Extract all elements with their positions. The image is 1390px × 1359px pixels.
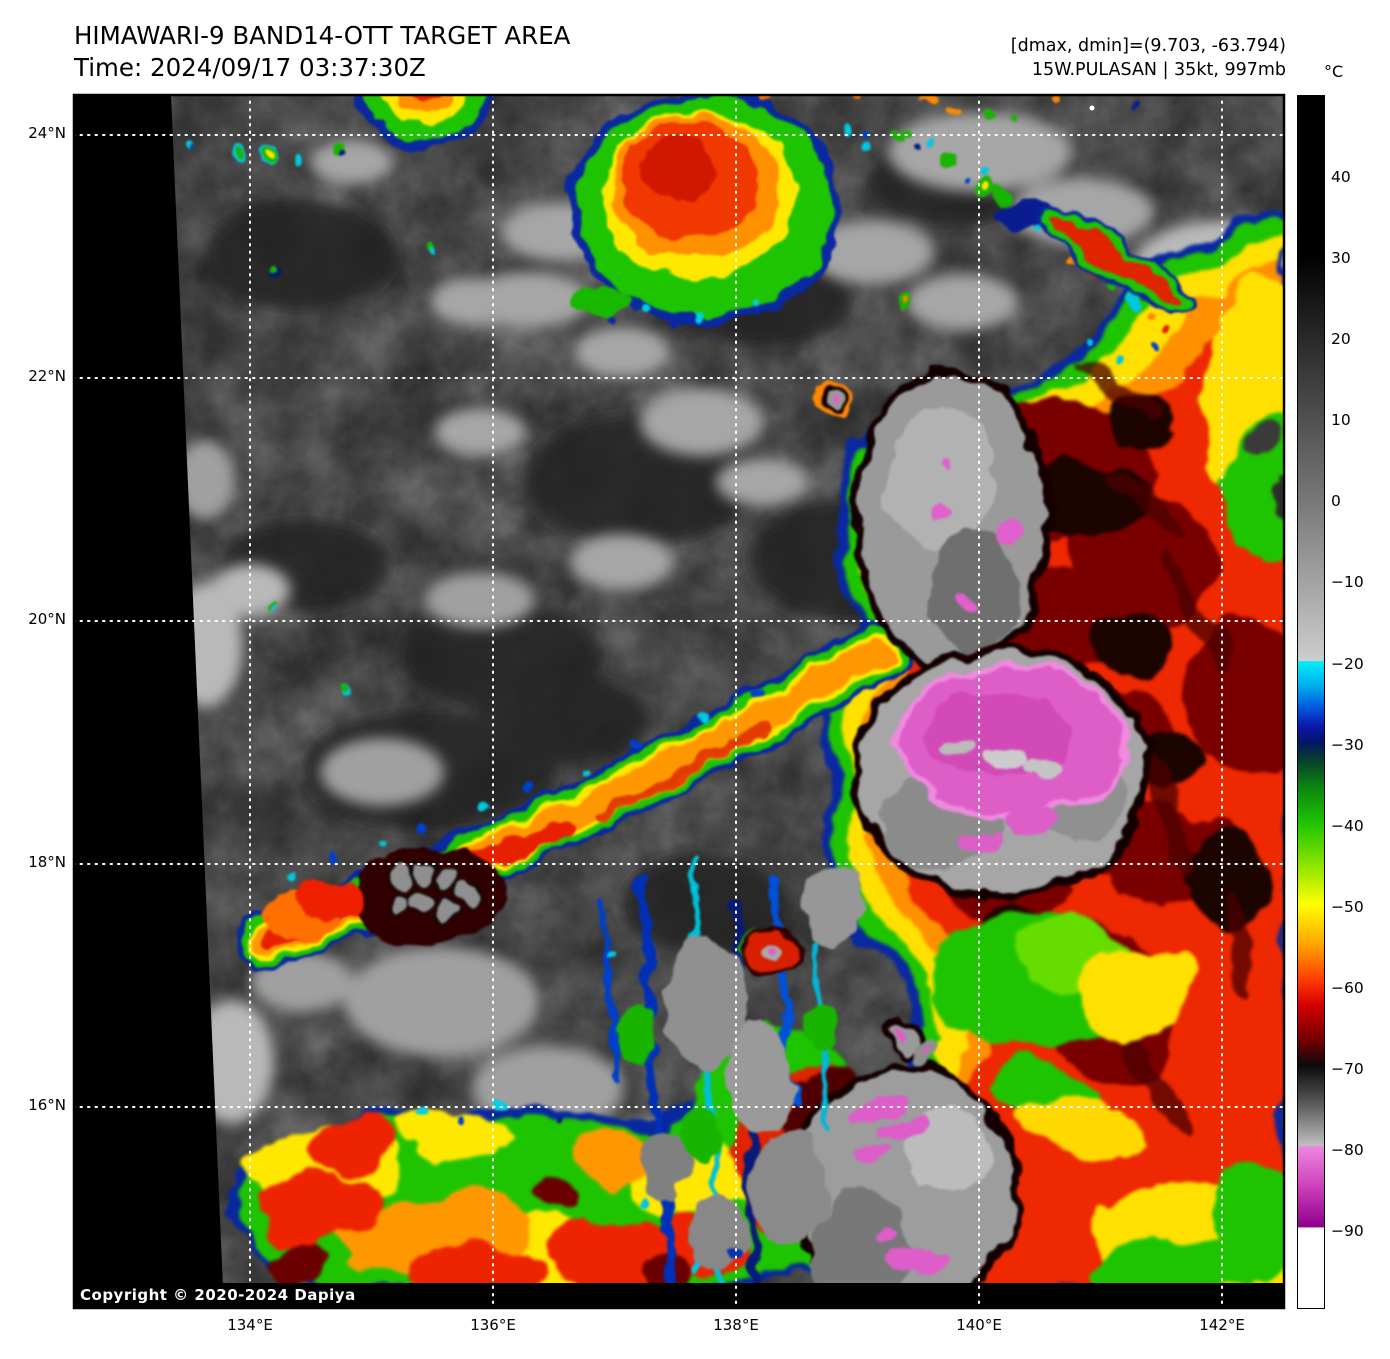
pixel-artifact-dot (1089, 105, 1095, 111)
lon-label: 140°E (956, 1316, 1002, 1334)
blue-filament-zone (596, 856, 865, 1305)
cold-cloud-features (180, 94, 1285, 1309)
storm-info-block: [dmax, dmin]=(9.703, -63.794) 15W.PULASAN… (1011, 34, 1286, 82)
grid-lines (73, 94, 1285, 1309)
colorbar-tick: −60 (1331, 979, 1364, 997)
lon-label: 142°E (1199, 1316, 1245, 1334)
storm-label: 15W.PULASAN | 35kt, 997mb (1031, 60, 1286, 80)
dmax-dmin-label: [dmax, dmin]=(9.703, -63.794) (1010, 36, 1286, 56)
colorbar-tick: −10 (1331, 573, 1364, 591)
overshoot-top-3 (790, 1020, 1020, 1309)
map-frame (72, 93, 1286, 1310)
lon-label: 138°E (713, 1316, 759, 1334)
lat-label: 16°N (28, 1096, 66, 1114)
colorbar-tick: 40 (1331, 168, 1351, 186)
timestamp-label: Time: 2024/09/17 03:37:30Z (74, 53, 426, 82)
colorbar-unit-label: °C (1324, 62, 1344, 81)
lat-label: 18°N (28, 853, 66, 871)
copyright-label: Copyright © 2020-2024 Dapiya (75, 1283, 368, 1308)
colorbar-tick: 0 (1331, 492, 1341, 510)
page-title: HIMAWARI-9 BAND14-OTT TARGET AREA (74, 21, 571, 50)
north-storm-cell (570, 94, 840, 326)
lon-label: 136°E (470, 1316, 516, 1334)
colorbar-tick: −50 (1331, 898, 1364, 916)
lat-label: 22°N (28, 367, 66, 385)
colorbar-tick: −90 (1331, 1222, 1364, 1240)
colorbar-tick: −80 (1331, 1141, 1364, 1159)
colorbar-tick: −40 (1331, 817, 1364, 835)
overshoot-top-1 (815, 363, 1052, 673)
lon-label: 134°E (227, 1316, 273, 1334)
colorbar-tick: 10 (1331, 411, 1351, 429)
colorbar-tick: 20 (1331, 330, 1351, 348)
lat-label: 24°N (28, 124, 66, 142)
temperature-colorbar (1297, 95, 1325, 1309)
colorbar-tick: −30 (1331, 736, 1364, 754)
speckle-band (845, 123, 1195, 334)
colorbar-tick: −20 (1331, 655, 1364, 673)
colorbar-tick: 30 (1331, 249, 1351, 267)
colorbar-tick: −70 (1331, 1060, 1364, 1078)
top-edge-storm-cell (360, 94, 492, 149)
overshoot-top-2 (852, 644, 1152, 900)
lat-label: 20°N (28, 610, 66, 628)
